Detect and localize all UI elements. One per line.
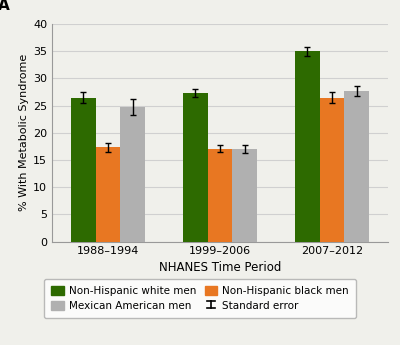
Bar <box>295 51 320 241</box>
Bar <box>120 107 145 242</box>
Bar <box>183 93 208 241</box>
Y-axis label: % With Metabolic Syndrome: % With Metabolic Syndrome <box>19 54 29 211</box>
Bar <box>320 98 344 241</box>
Bar <box>71 98 96 241</box>
Text: A: A <box>0 0 10 13</box>
Legend: Non-Hispanic white men, Mexican American men, Non-Hispanic black men, Standard e: Non-Hispanic white men, Mexican American… <box>44 278 356 318</box>
Bar <box>344 91 369 242</box>
Bar <box>232 149 257 241</box>
X-axis label: NHANES Time Period: NHANES Time Period <box>159 260 281 274</box>
Bar <box>208 149 232 242</box>
Bar <box>96 148 120 242</box>
